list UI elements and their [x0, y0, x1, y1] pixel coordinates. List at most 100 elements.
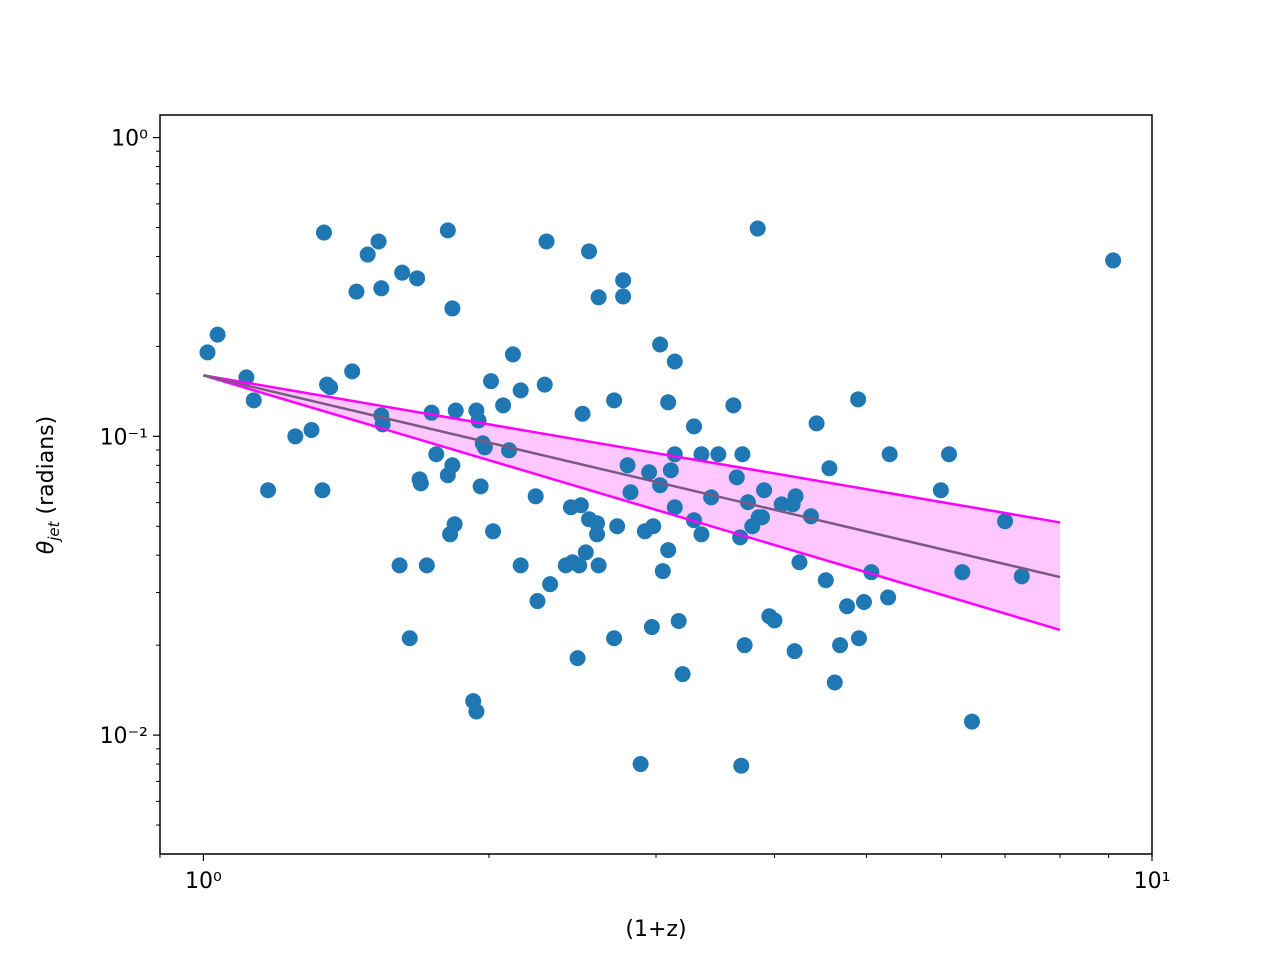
data-point	[855, 593, 872, 610]
data-point	[693, 446, 710, 463]
data-point	[606, 630, 623, 647]
data-point	[1105, 252, 1122, 269]
data-point	[725, 397, 742, 414]
data-point	[932, 482, 949, 499]
data-point	[483, 373, 500, 390]
data-point	[512, 382, 529, 399]
data-point	[753, 509, 770, 526]
x-tick-label: 10⁰	[185, 869, 222, 894]
data-point	[485, 523, 502, 540]
data-point	[315, 224, 332, 241]
data-point	[606, 392, 623, 409]
data-point	[609, 518, 626, 535]
data-point	[666, 499, 683, 516]
data-point	[850, 630, 867, 647]
data-point	[572, 497, 589, 514]
data-point	[527, 488, 544, 505]
data-point	[821, 460, 838, 477]
data-point	[643, 619, 660, 636]
data-point	[472, 478, 489, 495]
data-point	[322, 379, 339, 396]
data-point	[199, 344, 216, 361]
y-label-symbol: θ	[34, 540, 59, 554]
data-point	[839, 598, 856, 615]
data-point	[963, 713, 980, 730]
data-point	[766, 612, 783, 629]
data-point	[641, 464, 658, 481]
data-point	[826, 674, 843, 691]
data-point	[749, 220, 766, 237]
data-point	[260, 482, 277, 499]
data-point	[394, 264, 411, 281]
band-edge	[203, 374, 1061, 524]
data-point	[581, 243, 598, 260]
data-point	[733, 757, 750, 774]
data-point	[622, 484, 639, 501]
band-edge	[203, 374, 1061, 632]
data-point	[615, 272, 632, 289]
data-point	[287, 428, 304, 445]
data-point	[370, 233, 387, 250]
data-point	[412, 475, 429, 492]
data-point	[666, 446, 683, 463]
data-point	[428, 446, 445, 463]
data-point	[501, 442, 518, 459]
data-point	[495, 397, 512, 414]
data-point	[574, 405, 591, 422]
data-point	[739, 494, 756, 511]
data-point	[314, 482, 331, 499]
data-point	[997, 513, 1014, 530]
data-point	[542, 576, 559, 593]
data-point	[468, 703, 485, 720]
data-point	[881, 446, 898, 463]
data-point	[734, 446, 751, 463]
data-point	[590, 289, 607, 306]
data-point	[409, 270, 426, 287]
data-point	[577, 544, 594, 561]
data-point	[571, 557, 588, 574]
data-point	[666, 353, 683, 370]
data-point	[447, 402, 464, 419]
data-point	[808, 415, 825, 432]
data-point	[660, 394, 677, 411]
data-point	[569, 650, 586, 667]
data-point	[786, 643, 803, 660]
data-point	[344, 363, 361, 380]
x-axis-label: (1+z)	[625, 917, 686, 942]
data-point	[954, 564, 971, 581]
data-point	[674, 666, 691, 683]
data-point	[686, 418, 703, 435]
data-point	[817, 572, 834, 589]
data-point	[303, 422, 320, 439]
data-point	[662, 462, 679, 479]
data-point	[446, 516, 463, 533]
data-point	[529, 593, 546, 610]
data-point	[373, 280, 390, 297]
data-point	[590, 557, 607, 574]
data-point	[423, 404, 440, 421]
data-point	[710, 446, 727, 463]
y-tick-label: 10⁻¹	[100, 425, 148, 450]
data-point	[773, 496, 790, 513]
y-label-subscript: jet	[45, 520, 63, 542]
data-point	[538, 233, 555, 250]
data-point	[728, 469, 745, 486]
data-point	[1013, 568, 1030, 585]
data-point	[615, 288, 632, 305]
data-point	[418, 557, 435, 574]
data-point	[444, 300, 461, 317]
data-point	[654, 563, 671, 580]
data-point	[693, 526, 710, 543]
data-point	[391, 557, 408, 574]
data-point	[660, 542, 677, 559]
data-point	[401, 630, 418, 647]
y-tick-label: 10⁻²	[100, 724, 148, 749]
y-label-text: (radians)	[34, 416, 59, 515]
data-point	[245, 392, 262, 409]
y-tick-label: 10⁰	[111, 127, 148, 152]
data-point	[536, 376, 553, 393]
data-point	[941, 446, 958, 463]
data-point	[512, 557, 529, 574]
data-point	[736, 637, 753, 654]
